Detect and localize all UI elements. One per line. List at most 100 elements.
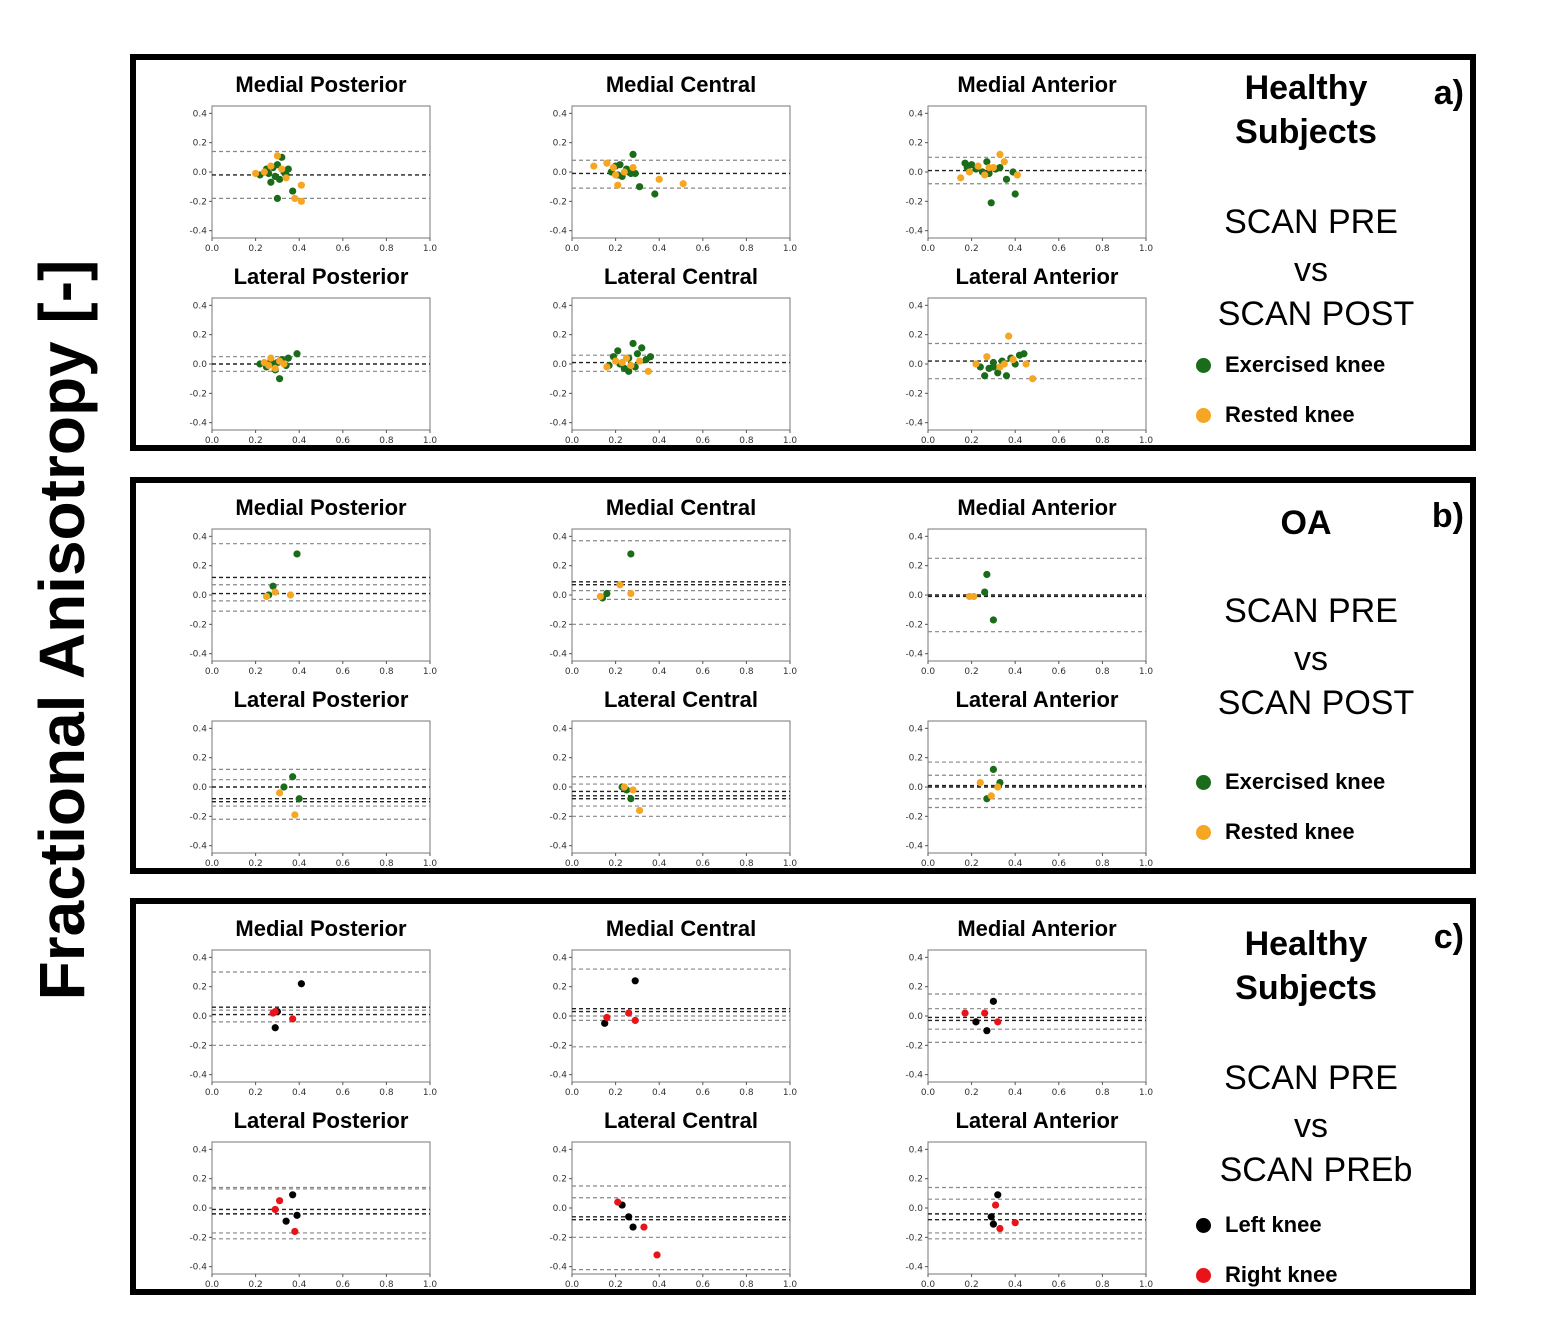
data-point <box>987 1213 995 1221</box>
y-tick-label: -0.2 <box>905 812 923 822</box>
y-tick-label: 0.0 <box>193 1012 208 1022</box>
y-tick-label: -0.4 <box>549 227 567 237</box>
plot-canvas: 0.4 0.2 0.0 -0.2 -0.4 0.0 0.2 0.4 0.6 0.8 1.0 <box>549 105 798 254</box>
data-point <box>275 789 284 797</box>
x-tick-label: 1.0 <box>1139 859 1154 869</box>
x-tick-label: 0.0 <box>565 436 580 446</box>
y-tick-label: -0.4 <box>189 1071 207 1081</box>
y-tick-label: 0.2 <box>909 983 923 993</box>
data-point <box>989 616 997 624</box>
x-tick-label: 0.4 <box>292 667 307 677</box>
y-tick-label: 0.4 <box>909 301 924 311</box>
x-tick-label: 1.0 <box>423 436 438 446</box>
data-point <box>612 357 620 365</box>
x-tick-label: 0.0 <box>205 244 220 254</box>
data-point <box>994 783 1002 791</box>
x-tick-label: 1.0 <box>783 244 798 254</box>
data-point <box>1029 375 1037 383</box>
x-tick-label: 0.0 <box>205 1088 220 1098</box>
x-tick-label: 0.2 <box>964 1280 978 1290</box>
plot-title: Medial Central <box>605 495 757 520</box>
data-point <box>297 197 305 205</box>
x-tick-label: 0.8 <box>1095 1280 1110 1290</box>
x-tick-label: 0.2 <box>248 244 262 254</box>
data-point <box>609 164 618 172</box>
plot-canvas: 0.4 0.2 0.0 -0.2 -0.4 0.0 0.2 0.4 0.6 0.8 1.0 <box>189 1141 437 1290</box>
side-info-b: OA b) SCAN PRE vs SCAN POST Exercised kn… <box>1196 483 1476 868</box>
data-point <box>633 350 641 358</box>
y-tick-label: -0.2 <box>905 389 923 399</box>
x-tick-label: 0.8 <box>379 436 394 446</box>
y-tick-label: -0.4 <box>189 419 207 429</box>
legend-item: Left knee <box>1196 1210 1322 1240</box>
data-point <box>603 159 611 167</box>
side-info-c: Healthy Subjects c) SCAN PRE vs SCAN PRE… <box>1196 904 1476 1289</box>
data-point <box>612 171 620 179</box>
x-tick-label: 0.6 <box>696 667 711 677</box>
legend-label: Rested knee <box>1225 819 1355 844</box>
x-tick-label: 0.4 <box>292 436 307 446</box>
data-point <box>970 592 978 601</box>
y-tick-label: 0.2 <box>193 1175 207 1185</box>
data-point <box>991 1201 1000 1209</box>
data-point <box>631 977 639 985</box>
x-tick-label: 0.2 <box>608 667 622 677</box>
x-tick-label: 0.2 <box>608 1280 622 1290</box>
data-point <box>293 550 301 558</box>
x-tick-label: 0.6 <box>336 667 351 677</box>
data-point <box>275 1197 284 1205</box>
data-point <box>627 795 635 803</box>
y-tick-label: -0.4 <box>905 227 923 237</box>
x-tick-label: 0.4 <box>1008 1088 1023 1098</box>
x-tick-label: 0.0 <box>921 1280 936 1290</box>
plot-canvas: 0.4 0.2 0.0 -0.2 -0.4 0.0 0.2 0.4 0.6 0.8 1.0 <box>189 528 437 677</box>
x-tick-label: 0.0 <box>205 436 220 446</box>
data-point <box>596 592 604 601</box>
x-tick-label: 0.2 <box>964 859 978 869</box>
y-tick-label: -0.2 <box>549 389 567 399</box>
comparison-line1: SCAN PRE <box>1224 1059 1398 1097</box>
plot-title: Medial Anterior <box>957 72 1117 97</box>
x-tick-label: 0.8 <box>739 244 754 254</box>
data-point <box>968 161 976 169</box>
panel-letter: c) <box>1433 918 1464 956</box>
scatter-plot: Lateral Posterior 0.4 0.2 0.0 -0.2 -0.4 0.0 0.2… <box>168 681 450 877</box>
x-tick-label: 0.4 <box>1008 436 1023 446</box>
y-tick-label: -0.2 <box>549 812 567 822</box>
y-tick-label: 0.0 <box>909 783 924 793</box>
plot-frame <box>211 528 431 662</box>
data-point <box>635 357 644 365</box>
y-tick-label: 0.2 <box>553 754 567 764</box>
x-tick-label: 1.0 <box>783 667 798 677</box>
scatter-plot: Medial Anterior 0.4 0.2 0.0 -0.2 -0.4 0.0 0.2 0.… <box>884 910 1166 1106</box>
x-tick-label: 0.8 <box>739 667 754 677</box>
data-point <box>629 164 637 172</box>
legend-label: Exercised knee <box>1225 769 1386 794</box>
data-point <box>271 1008 279 1016</box>
y-tick-label: -0.4 <box>549 1263 567 1273</box>
group-title-line2: Subjects <box>1235 969 1377 1007</box>
data-point <box>627 361 635 370</box>
data-point <box>289 773 297 781</box>
x-tick-label: 0.0 <box>921 1088 936 1098</box>
data-point <box>627 550 635 558</box>
x-tick-label: 0.6 <box>336 1280 351 1290</box>
panel-b: Medial Posterior 0.4 0.2 0.0 -0.2 -0.4 0.0 0.2 0… <box>130 477 1476 874</box>
scatter-plot: Lateral Anterior 0.4 0.2 0.0 -0.2 -0.4 0.0 0.2 0… <box>884 681 1166 877</box>
y-tick-label: 0.0 <box>193 783 208 793</box>
y-tick-label: 0.4 <box>553 109 568 119</box>
data-point <box>625 1009 633 1017</box>
x-tick-label: 0.2 <box>608 859 622 869</box>
y-tick-label: -0.2 <box>189 389 207 399</box>
x-tick-label: 0.6 <box>336 1088 351 1098</box>
plot-frame <box>927 1141 1147 1275</box>
x-tick-label: 0.4 <box>652 244 667 254</box>
data-point <box>271 364 279 372</box>
x-tick-label: 0.4 <box>1008 667 1023 677</box>
y-tick-label: 0.4 <box>193 724 208 734</box>
plot-frame <box>927 105 1147 239</box>
x-tick-label: 0.2 <box>248 1280 262 1290</box>
x-tick-label: 0.4 <box>1008 1280 1023 1290</box>
y-tick-label: 0.2 <box>553 331 567 341</box>
data-point <box>981 588 989 596</box>
